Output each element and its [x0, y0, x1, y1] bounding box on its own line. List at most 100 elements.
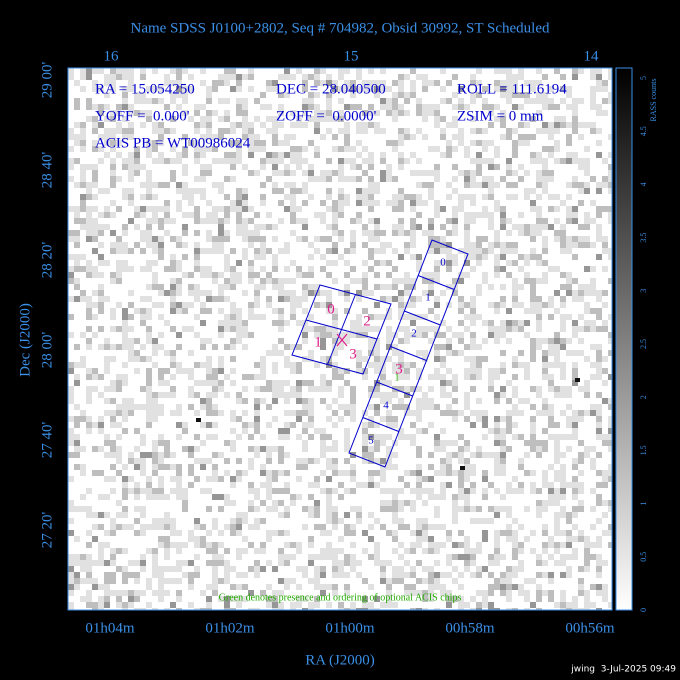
sky-pixel: [242, 218, 248, 224]
sky-pixel: [590, 86, 596, 92]
sky-pixel: [242, 254, 248, 260]
sky-pixel: [434, 212, 440, 218]
sky-pixel: [572, 554, 578, 560]
sky-pixel: [152, 68, 158, 74]
sky-pixel: [158, 536, 164, 542]
sky-pixel: [122, 314, 128, 320]
sky-pixel: [284, 248, 290, 254]
sky-pixel: [308, 434, 314, 440]
sky-pixel: [158, 86, 164, 92]
sky-pixel: [104, 434, 110, 440]
sky-pixel: [182, 302, 188, 308]
sky-pixel: [68, 368, 74, 374]
sky-pixel: [470, 302, 476, 308]
sky-pixel: [116, 422, 122, 428]
sky-pixel: [536, 326, 542, 332]
sky-pixel: [176, 494, 182, 500]
sky-pixel: [458, 308, 464, 314]
sky-pixel: [200, 524, 206, 530]
sky-pixel: [134, 464, 140, 470]
sky-pixel: [560, 242, 566, 248]
sky-pixel: [338, 212, 344, 218]
sky-pixel: [476, 212, 482, 218]
sky-pixel: [392, 248, 398, 254]
sky-pixel: [374, 560, 380, 566]
sky-pixel: [572, 74, 578, 80]
sky-pixel: [260, 374, 266, 380]
sky-pixel: [398, 434, 404, 440]
sky-pixel: [584, 284, 590, 290]
sky-pixel: [278, 560, 284, 566]
sky-pixel: [536, 596, 542, 602]
sky-pixel: [176, 488, 182, 494]
sky-pixel: [578, 458, 584, 464]
sky-pixel: [194, 266, 200, 272]
sky-pixel: [452, 146, 458, 152]
sky-pixel: [410, 230, 416, 236]
sky-pixel: [590, 98, 596, 104]
sky-pixel: [458, 140, 464, 146]
sky-pixel: [320, 530, 326, 536]
sky-pixel: [224, 152, 230, 158]
sky-pixel: [80, 506, 86, 512]
sky-pixel: [566, 212, 572, 218]
sky-pixel: [206, 398, 212, 404]
sky-pixel: [602, 584, 608, 590]
sky-pixel: [296, 266, 302, 272]
info-roll: ROLL = 111.6194: [457, 81, 567, 97]
sky-pixel: [80, 218, 86, 224]
sky-pixel: [92, 224, 98, 230]
sky-pixel: [110, 344, 116, 350]
sky-pixel: [530, 428, 536, 434]
sky-pixel: [434, 170, 440, 176]
sky-pixel: [164, 182, 170, 188]
sky-pixel: [590, 278, 596, 284]
sky-pixel: [560, 236, 566, 242]
sky-pixel: [74, 434, 80, 440]
sky-pixel: [68, 134, 74, 140]
sky-pixel: [518, 92, 524, 98]
sky-pixel: [476, 548, 482, 554]
sky-pixel: [338, 332, 344, 338]
sky-pixel: [380, 374, 386, 380]
sky-pixel: [470, 218, 476, 224]
sky-pixel: [608, 332, 612, 338]
sky-pixel: [146, 146, 152, 152]
sky-pixel: [170, 524, 176, 530]
sky-pixel: [380, 578, 386, 584]
sky-pixel: [326, 158, 332, 164]
sky-pixel: [446, 554, 452, 560]
sky-pixel: [176, 188, 182, 194]
sky-pixel: [578, 350, 584, 356]
sky-pixel: [254, 506, 260, 512]
sky-pixel: [506, 230, 512, 236]
sky-pixel: [482, 536, 488, 542]
sky-pixel: [512, 80, 518, 86]
sky-pixel: [362, 224, 368, 230]
sky-pixel: [374, 392, 380, 398]
sky-pixel: [548, 416, 554, 422]
sky-pixel: [536, 572, 542, 578]
sky-pixel: [344, 410, 350, 416]
sky-pixel: [428, 590, 434, 596]
sky-pixel: [446, 326, 452, 332]
sky-pixel: [206, 374, 212, 380]
sky-pixel: [542, 362, 548, 368]
sky-pixel: [254, 428, 260, 434]
sky-pixel: [224, 266, 230, 272]
sky-pixel: [158, 476, 164, 482]
sky-pixel: [410, 152, 416, 158]
sky-pixel: [464, 368, 470, 374]
sky-pixel: [506, 446, 512, 452]
sky-pixel: [416, 416, 422, 422]
sky-pixel: [422, 278, 428, 284]
sky-pixel: [230, 338, 236, 344]
sky-pixel: [542, 92, 548, 98]
sky-pixel: [296, 158, 302, 164]
sky-pixel: [92, 164, 98, 170]
sky-pixel: [530, 248, 536, 254]
sky-pixel: [302, 572, 308, 578]
sky-pixel: [170, 356, 176, 362]
sky-pixel: [344, 68, 350, 74]
